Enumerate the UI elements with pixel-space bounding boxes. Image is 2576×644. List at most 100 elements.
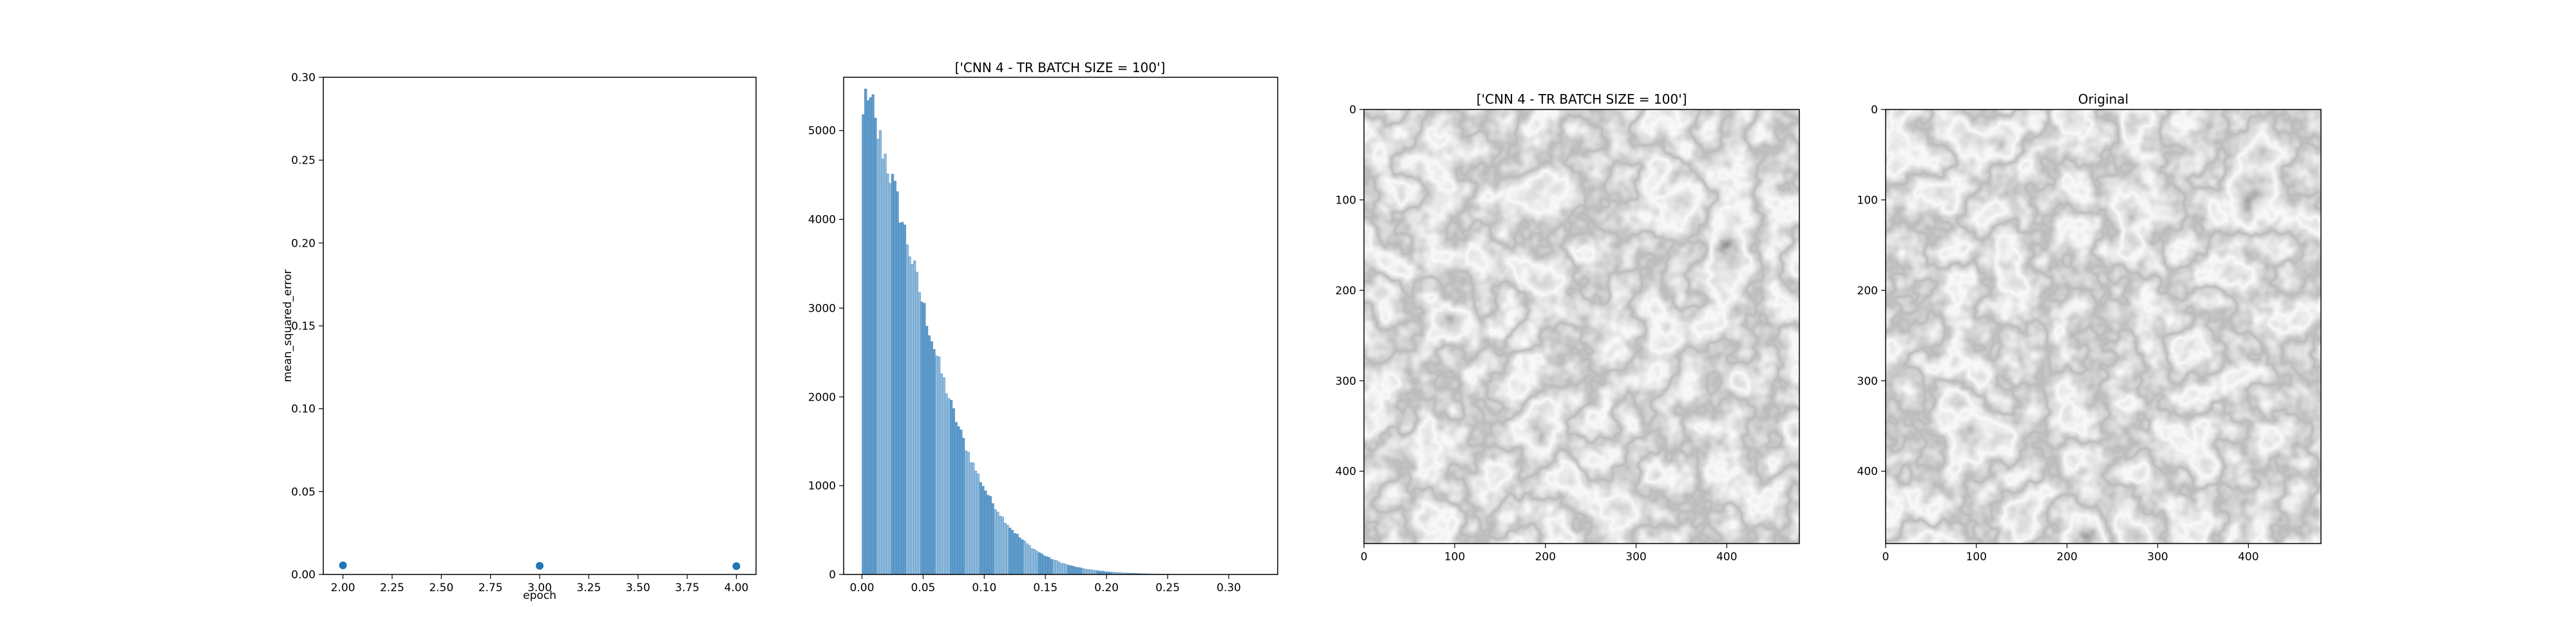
y-tick-label: 1000 [808, 480, 836, 493]
panel-1-y-ticks: 0.00 0.05 0.10 0.15 0.20 0.25 0.30 [291, 71, 323, 582]
histogram-bar [1079, 567, 1083, 575]
histogram-bar [1016, 534, 1019, 575]
x-tick-label: 0.25 [1155, 582, 1180, 594]
histogram-bar [1077, 567, 1080, 575]
y-tick-label: 0.25 [291, 155, 316, 167]
panel-1-x-ticks: 2.00 2.25 2.50 2.75 3.00 3.25 3.50 3.75 4.00 [331, 574, 749, 594]
y-tick-label: 0.05 [291, 486, 316, 498]
x-tick-label: 4.00 [724, 582, 749, 594]
y-tick-label: 0 [1871, 104, 1878, 117]
x-tick-label: 200 [1535, 551, 1555, 564]
histogram-bar [1043, 555, 1046, 575]
histogram-bar [949, 400, 953, 575]
histogram-bar [898, 222, 902, 575]
x-tick-label: 400 [2238, 551, 2259, 564]
histogram-bar [989, 496, 992, 575]
x-tick-label: 0 [1882, 551, 1889, 564]
original-image [1886, 109, 2321, 544]
panel-2-title: ['CNN 4 - TR BATCH SIZE = 100'] [955, 60, 1166, 75]
scatter-point [732, 562, 741, 571]
histogram-bar [893, 180, 896, 575]
histogram-bar [961, 438, 965, 575]
histogram-bar [871, 94, 875, 575]
panel-3-frame [1363, 109, 1800, 544]
scatter-point [536, 562, 544, 570]
panel-2-y-ticks: 0 1000 2000 3000 4000 5000 [808, 125, 844, 582]
x-tick-label: 0.10 [972, 582, 996, 594]
panel-3-title: ['CNN 4 - TR BATCH SIZE = 100'] [1477, 91, 1687, 107]
histogram-bar [1059, 563, 1063, 575]
histogram-bar [891, 174, 895, 575]
histogram-bar [957, 426, 960, 575]
y-tick-label: 400 [1336, 466, 1356, 478]
histogram-bar [905, 244, 909, 575]
histogram-bar [1023, 540, 1027, 575]
y-tick-label: 0.15 [291, 320, 316, 333]
histogram-bar [903, 224, 907, 575]
histogram-bar [876, 138, 880, 575]
histogram-bar [1028, 545, 1031, 575]
histogram-bar [940, 374, 943, 575]
original-image-panel: Original 0 100 200 300 400 0 100 200 300 400 [1857, 91, 2322, 564]
histogram-bar [1040, 553, 1043, 575]
x-tick-label: 3.25 [576, 582, 601, 594]
histogram-bar [925, 326, 929, 575]
panel-4-frame [1885, 109, 2322, 544]
histogram-bar [1084, 569, 1088, 575]
histogram-bar [979, 482, 982, 575]
y-tick-label: 4000 [808, 214, 836, 227]
histogram-bar [967, 451, 970, 575]
histogram-bar [1055, 560, 1058, 575]
histogram-bar [923, 303, 926, 575]
histogram-bar [1013, 533, 1016, 575]
histogram-bar [878, 130, 882, 575]
y-axis-title: mean_squared_error [281, 269, 294, 382]
histogram-bar [1101, 571, 1104, 575]
histogram-bar [1089, 569, 1092, 575]
histogram-bar [1018, 537, 1021, 575]
histogram-bar [901, 222, 904, 575]
histogram-bar [1045, 556, 1048, 575]
x-tick-label: 100 [1966, 551, 1987, 564]
histogram-bar [994, 509, 997, 575]
histogram-bar [1033, 549, 1036, 575]
histogram-bar [1065, 564, 1068, 575]
error-histogram-chart: ['CNN 4 - TR BATCH SIZE = 100'] 0.00 0.05… [808, 60, 1278, 594]
x-axis-title: epoch [523, 589, 556, 602]
histogram-bar [960, 430, 963, 575]
histogram-bar [889, 183, 892, 575]
histogram-bar [996, 511, 999, 575]
histogram-bar [1009, 527, 1012, 575]
histogram-bar [986, 495, 990, 575]
histogram-bar [984, 490, 987, 575]
histogram-bar [1052, 560, 1056, 575]
y-tick-label: 3000 [808, 302, 836, 315]
histogram-bar [969, 462, 972, 575]
y-tick-label: 0.20 [291, 237, 316, 250]
histogram-bar [1035, 551, 1039, 575]
histogram-bar [1092, 569, 1095, 575]
histogram-bar [869, 97, 872, 575]
cnn-prediction-image [1364, 109, 1799, 544]
histogram-bar [1094, 570, 1097, 575]
panel-4-title: Original [2078, 91, 2128, 107]
x-tick-label: 0.30 [1217, 582, 1241, 594]
x-tick-label: 0 [1361, 551, 1368, 564]
y-tick-label: 0.30 [291, 71, 316, 84]
histogram-bar [964, 450, 967, 575]
x-tick-label: 2.00 [331, 582, 355, 594]
histogram-bar [920, 301, 923, 575]
histogram-bar [981, 486, 985, 575]
y-tick-label: 400 [1857, 466, 1878, 478]
histogram-bar [952, 408, 955, 575]
histogram-bar [976, 473, 980, 575]
histogram-bar [915, 272, 919, 575]
histogram-bar [1003, 523, 1007, 575]
histogram-bar [1082, 568, 1085, 575]
histogram-bar [1030, 548, 1034, 575]
x-tick-label: 3.75 [675, 582, 699, 594]
x-tick-label: 200 [2056, 551, 2077, 564]
histogram-bar [927, 335, 931, 575]
histogram-bar [862, 114, 865, 575]
y-tick-label: 300 [1857, 375, 1878, 388]
